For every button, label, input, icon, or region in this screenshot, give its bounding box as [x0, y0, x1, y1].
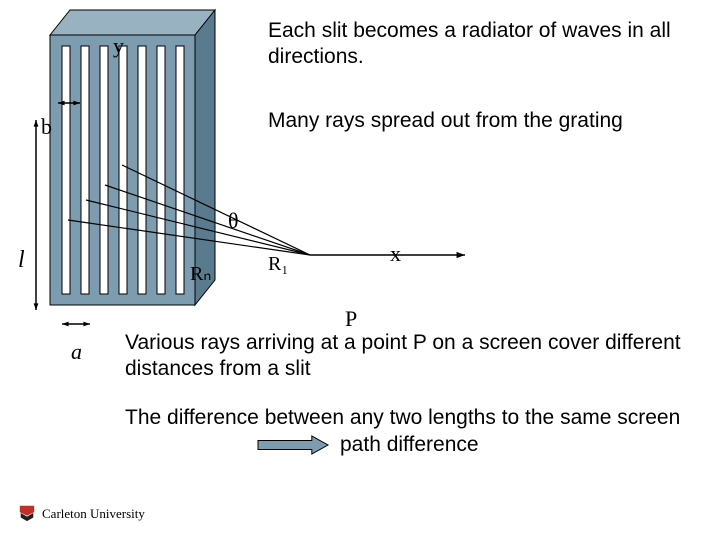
label-x: x: [390, 240, 401, 268]
label-P: P: [345, 305, 357, 333]
paragraph-3: Various rays arriving at a point P on a …: [125, 330, 685, 383]
label-theta: θ: [228, 207, 239, 235]
label-y: y: [113, 32, 124, 60]
label-Rn: Rₙ: [190, 262, 211, 287]
label-b: b: [41, 113, 52, 141]
label-l: l: [18, 245, 25, 275]
footer-university: Carleton University: [42, 506, 145, 522]
paragraph-1: Each slit becomes a radiator of waves in…: [268, 18, 698, 71]
diagram-stage: y b l a θ Rₙ R₁ x P Each slit becomes a …: [0, 0, 720, 540]
paragraph-2: Many rays spread out from the grating: [268, 108, 718, 134]
label-R1: R₁: [268, 252, 288, 277]
carleton-logo-icon: [18, 504, 36, 522]
geometry-layer: [0, 0, 720, 540]
paragraph-4b: path difference: [340, 432, 640, 458]
paragraph-4a: The difference between any two lengths t…: [125, 405, 685, 431]
label-a: a: [71, 338, 82, 366]
